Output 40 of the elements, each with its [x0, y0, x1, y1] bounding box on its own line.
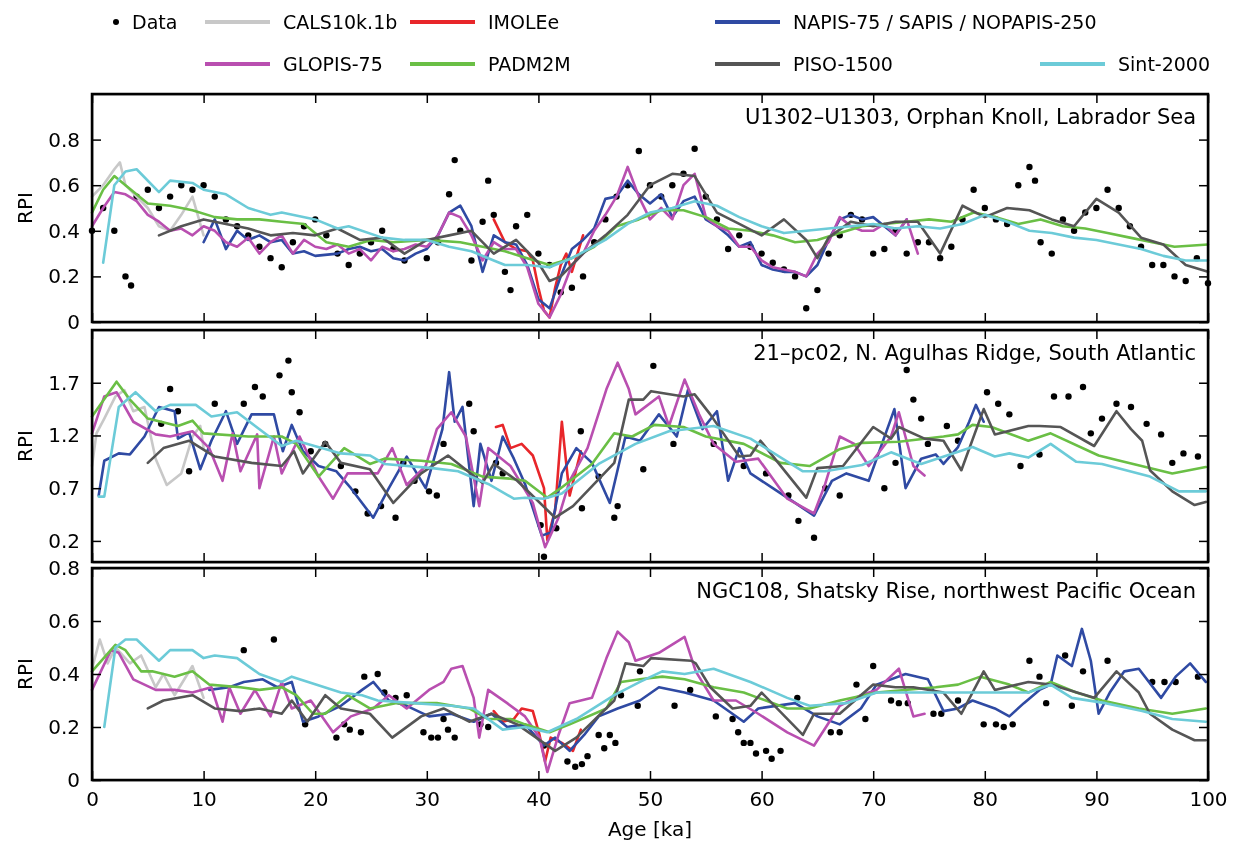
y-tick-label: 0.2	[48, 714, 80, 739]
y-tick-label: 0.6	[48, 608, 80, 633]
x-tick-label: 100	[1189, 787, 1228, 812]
text: 21–pc02, N. Agulhas Ridge, South Atlantic	[753, 341, 1196, 365]
y-tick-label: 0.4	[48, 661, 80, 686]
y-axis-title: RPI	[13, 192, 37, 224]
y-tick-label: 0	[67, 767, 80, 792]
y-axis-title: RPI	[13, 430, 37, 462]
legend-label: IMOLEe	[488, 11, 560, 33]
y-tick-label: 0.8	[48, 555, 80, 580]
x-tick-label: 0	[86, 787, 99, 812]
text: U1302–U1303, Orphan Knoll, Labrador Sea	[744, 105, 1196, 129]
legend-label: GLOPIS-75	[283, 53, 383, 75]
x-tick-label: 50	[637, 787, 664, 812]
y-tick-label: 0.4	[48, 218, 80, 243]
y-tick-label: 1.2	[48, 423, 80, 448]
x-tick-label: 40	[526, 787, 552, 812]
x-tick-label: 70	[860, 787, 887, 812]
x-axis-title: Age [ka]	[607, 817, 693, 841]
legend-label: PISO-1500	[793, 53, 893, 75]
y-tick-label: 0.2	[48, 528, 80, 553]
y-tick-label: 0.8	[48, 127, 80, 152]
y-tick-label: 1.7	[48, 370, 80, 395]
y-axis-title: RPI	[13, 658, 37, 690]
x-tick-label: 20	[302, 787, 329, 812]
y-tick-label: 0.7	[48, 476, 80, 501]
y-tick-label: 0	[67, 309, 80, 334]
legend-label: NAPIS-75 / SAPIS / NOPAPIS-250	[793, 11, 1097, 33]
y-tick-label: 0.2	[48, 264, 80, 289]
text: NGC108, Shatsky Rise, northwest Pacific Ocean	[696, 579, 1196, 603]
x-tick-label: 60	[749, 787, 775, 812]
x-tick-label: 90	[1084, 787, 1110, 812]
x-tick-label: 30	[414, 787, 441, 812]
legend-label: Sint-2000	[1118, 53, 1211, 75]
legend-label: CALS10k.1b	[283, 11, 398, 33]
x-tick-label: 10	[191, 787, 217, 812]
legend-label: Data	[132, 11, 178, 33]
y-tick-label: 0.6	[48, 173, 80, 198]
legend-label: PADM2M	[488, 53, 571, 75]
x-tick-label: 80	[972, 787, 999, 812]
